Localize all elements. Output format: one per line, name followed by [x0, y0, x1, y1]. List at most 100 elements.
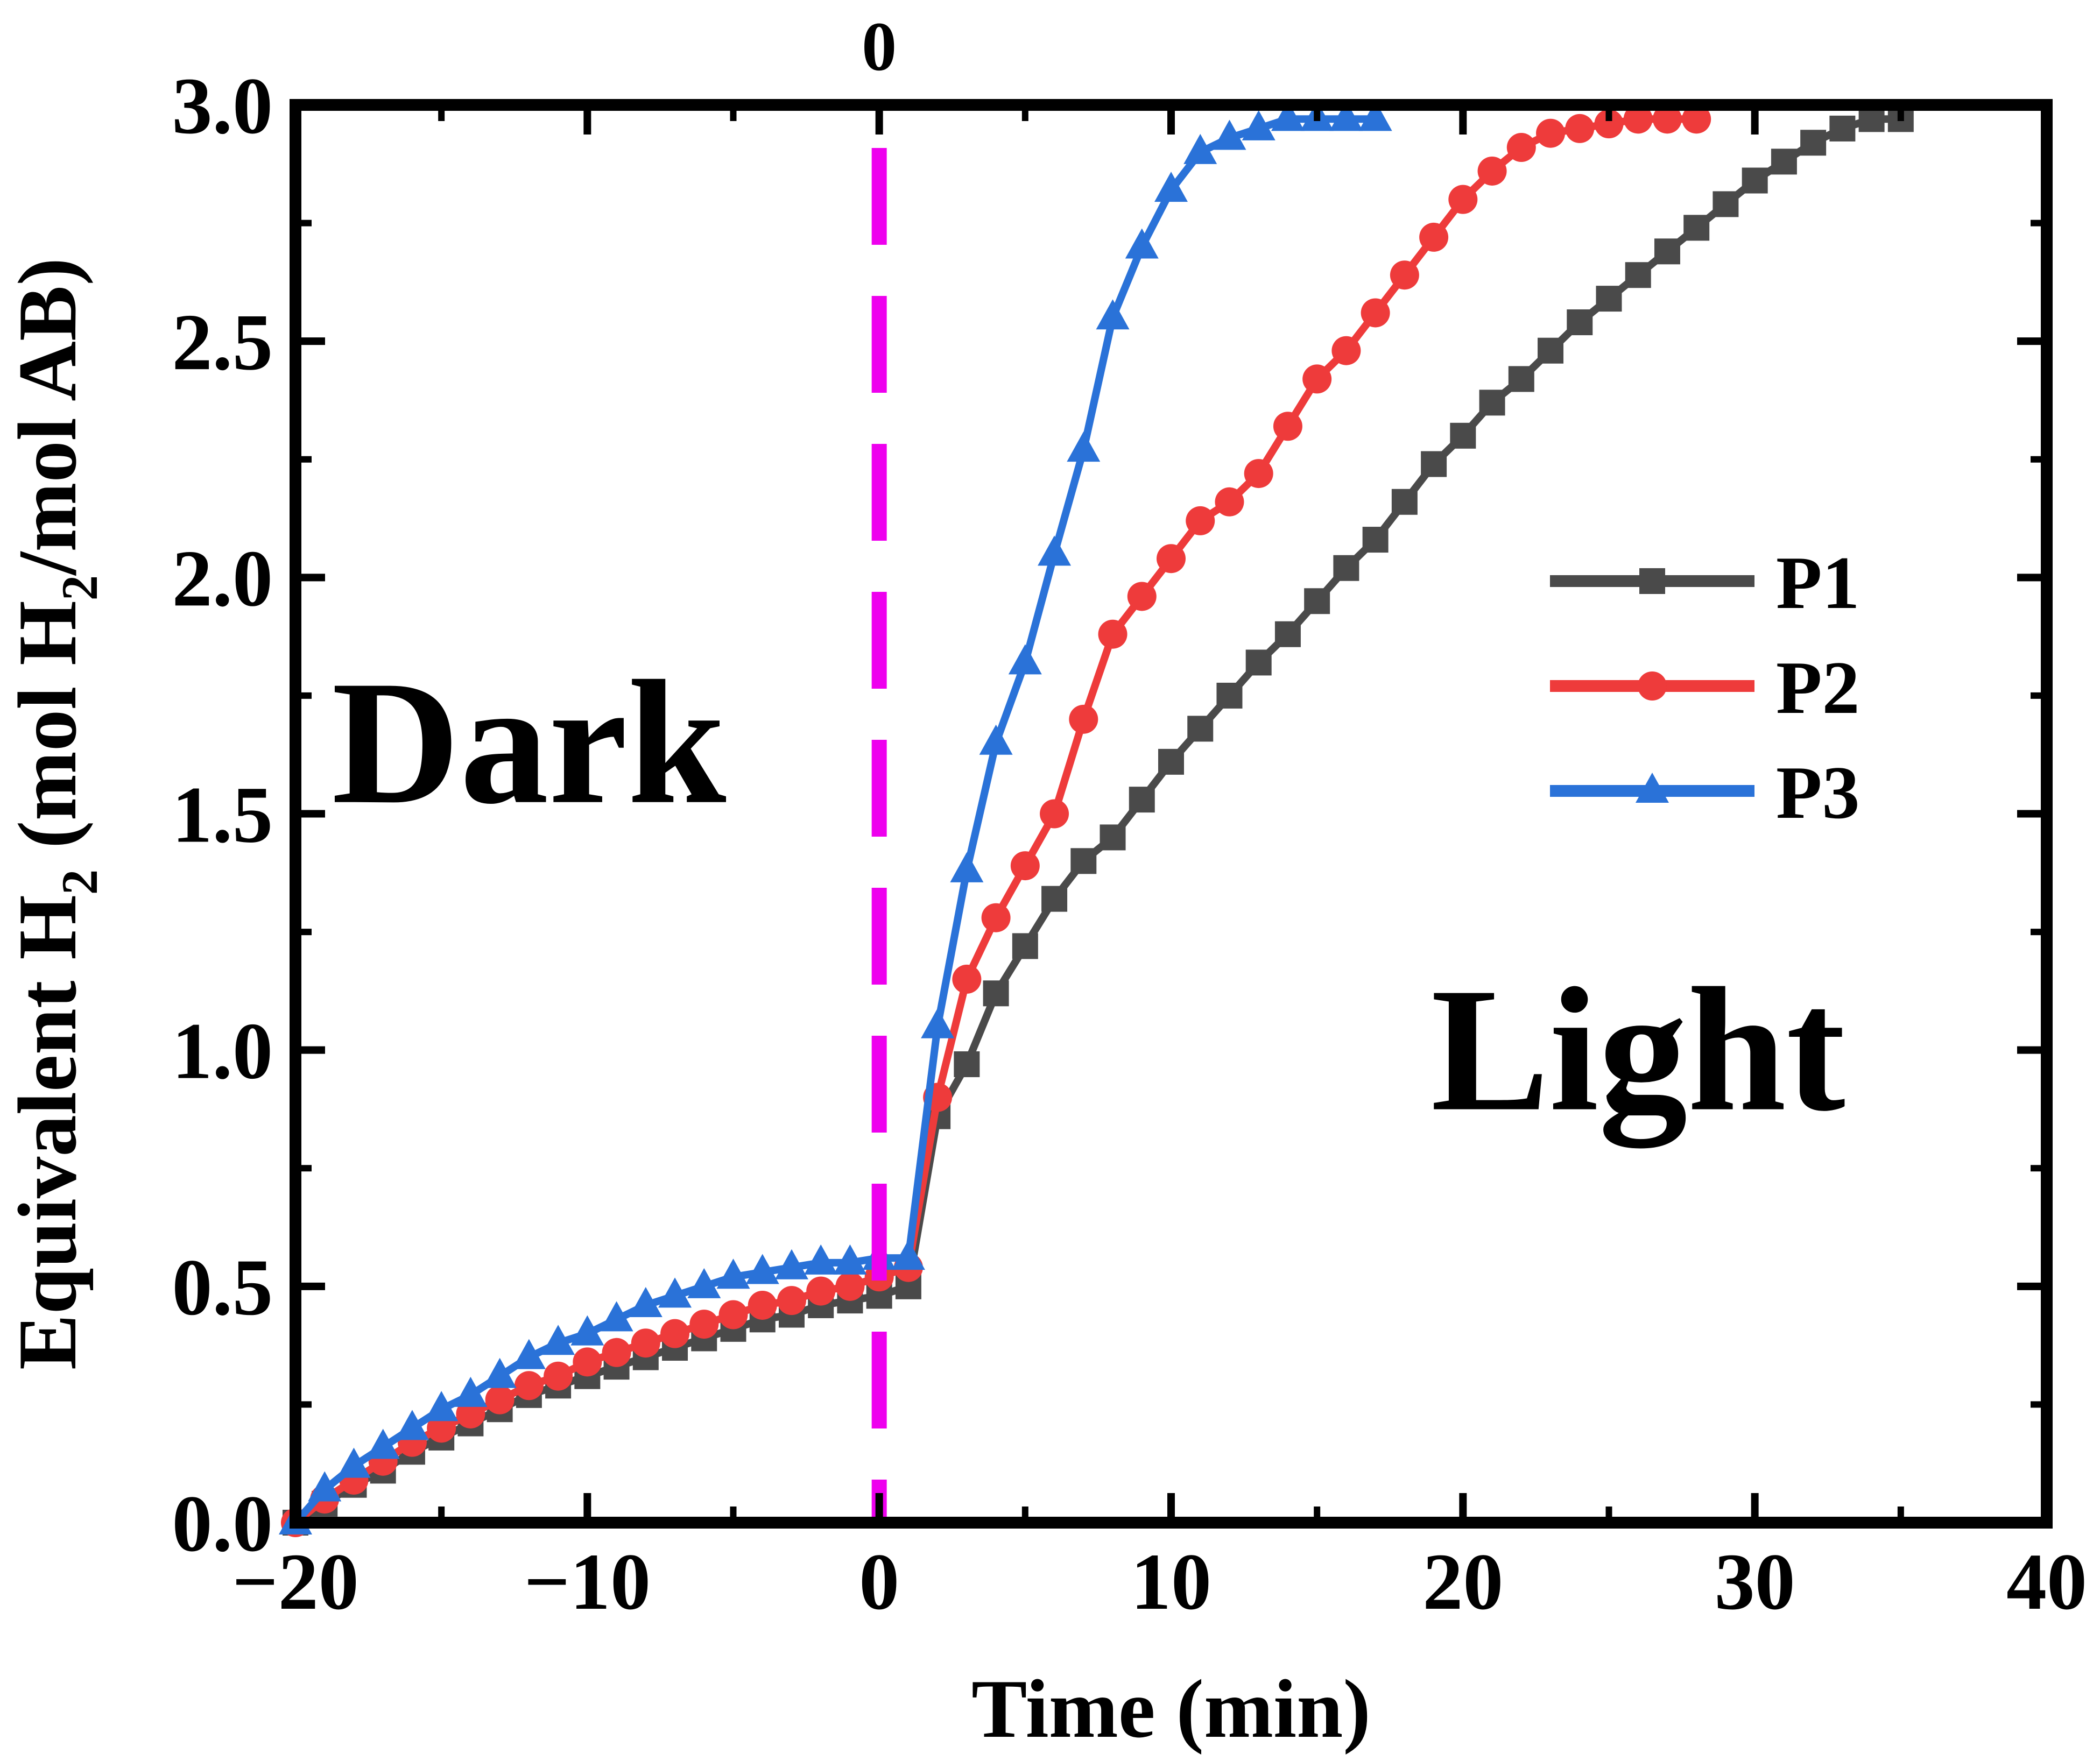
legend-label-p2: P2 [1776, 646, 1860, 730]
data-point-p3 [1096, 299, 1130, 330]
data-point-p1 [1508, 366, 1534, 392]
light-annotation: Light [1431, 952, 1848, 1151]
data-point-p3 [687, 1268, 721, 1298]
x-tick-label: 0 [859, 1537, 899, 1626]
data-point-p3 [921, 1008, 955, 1038]
data-point-p1 [1187, 716, 1214, 742]
y-title-part-2: (mol H [1, 600, 94, 869]
data-point-p3 [1242, 110, 1275, 140]
data-point-p3 [483, 1357, 517, 1388]
data-point-p2 [1419, 222, 1449, 252]
vline-top-label: 0 [862, 8, 897, 86]
x-tick-label: −10 [524, 1537, 651, 1626]
plot-frame [290, 99, 2053, 1529]
data-point-p3 [833, 1244, 867, 1275]
y-tick-label: 2.0 [172, 534, 273, 623]
data-point-p1 [1333, 555, 1359, 581]
data-point-p3 [774, 1249, 808, 1279]
data-point-p2 [689, 1310, 719, 1339]
data-point-p3 [337, 1447, 371, 1478]
data-point-p1 [1683, 215, 1710, 241]
data-point-p3 [308, 1471, 342, 1502]
data-point-p2 [1186, 506, 1215, 535]
legend-entry-p3: P3 [1550, 751, 1860, 834]
data-point-p3 [1271, 101, 1305, 131]
data-point-p1 [1450, 422, 1476, 449]
legend-symbol-p1 [1639, 568, 1665, 594]
data-point-p3 [395, 1410, 429, 1440]
data-point-p3 [629, 1286, 663, 1317]
legend-label-p1: P1 [1776, 541, 1860, 625]
y-tick-label: 1.5 [172, 770, 273, 860]
data-point-p2 [544, 1361, 573, 1391]
data-point-p2 [514, 1371, 544, 1401]
data-point-p3 [425, 1391, 459, 1421]
data-point-p1 [1421, 451, 1447, 477]
data-point-p2 [1069, 704, 1098, 734]
data-point-p2 [718, 1300, 748, 1329]
data-point-p2 [1215, 487, 1244, 517]
legend-marker-p3 [1636, 773, 1669, 803]
data-point-p2 [1652, 104, 1682, 134]
legend-symbol-p2 [1638, 671, 1667, 701]
x-tick-label: 40 [2006, 1537, 2087, 1626]
data-point-p2 [835, 1271, 865, 1301]
data-point-p3 [950, 852, 984, 882]
data-point-p1 [1216, 682, 1243, 709]
series-layer [279, 101, 1914, 1537]
data-point-p1 [1012, 933, 1038, 959]
data-point-p1 [1100, 824, 1126, 851]
data-point-p2 [748, 1290, 777, 1320]
y-title-part-1: Equivalent H [1, 895, 94, 1370]
data-point-p3 [1213, 119, 1246, 150]
data-point-p3 [1329, 101, 1363, 131]
data-point-p2 [1098, 619, 1127, 649]
data-point-p2 [1594, 109, 1624, 139]
data-point-p1 [1158, 748, 1184, 775]
legend-marker-p1 [1639, 568, 1665, 594]
data-point-p3 [979, 724, 1013, 755]
ticks-layer: −20 −10 0 10 20 30 40 0.0 0.5 1.0 1.5 2.0 2.5 3.0 [172, 61, 2088, 1626]
data-point-p2 [1448, 185, 1478, 214]
data-point-p2 [1565, 114, 1595, 143]
data-point-p1 [1391, 489, 1418, 515]
data-point-p2 [1010, 851, 1040, 881]
data-point-p2 [485, 1385, 515, 1415]
data-point-p1 [1041, 886, 1068, 912]
data-point-p1 [1829, 115, 1856, 142]
legend-label-p3: P3 [1776, 751, 1860, 834]
data-point-p3 [1038, 535, 1072, 566]
data-point-p1 [1362, 527, 1389, 553]
data-point-p3 [512, 1339, 546, 1369]
legend-entry-p2: P2 [1550, 646, 1860, 730]
series-markers-p3 [279, 101, 1392, 1534]
data-point-p2 [602, 1338, 631, 1367]
data-point-p3 [1358, 101, 1392, 131]
data-point-p2 [1302, 364, 1332, 394]
series-markers-p2 [281, 104, 1711, 1537]
x-tick-label: 10 [1131, 1537, 1211, 1626]
data-point-p1 [1625, 262, 1651, 288]
y-title-subscript-1: 2 [51, 869, 108, 895]
x-tick-label: 20 [1422, 1537, 1503, 1626]
data-point-p3 [570, 1315, 604, 1346]
data-point-p3 [600, 1301, 633, 1332]
data-point-p2 [1506, 133, 1536, 162]
y-tick-label: 0.0 [172, 1479, 273, 1568]
data-point-p3 [804, 1244, 838, 1275]
y-axis-title: Equivalent H2 (mol H2/mol AB) [1, 258, 108, 1370]
data-point-p3 [1154, 172, 1188, 202]
data-point-p3 [1008, 644, 1042, 675]
x-tick-label: −20 [232, 1537, 358, 1626]
y-title-part-3: /mol AB) [1, 258, 94, 576]
data-point-p3 [454, 1376, 488, 1407]
data-point-p3 [1183, 133, 1217, 164]
y-tick-label: 1.0 [172, 1007, 273, 1096]
data-point-p2 [1682, 104, 1711, 134]
data-point-p1 [1567, 309, 1593, 336]
data-point-p2 [1477, 156, 1507, 186]
data-point-p3 [716, 1258, 750, 1289]
data-point-p3 [658, 1277, 692, 1308]
data-point-p2 [1361, 298, 1390, 328]
legend-entry-p1: P1 [1550, 541, 1860, 625]
